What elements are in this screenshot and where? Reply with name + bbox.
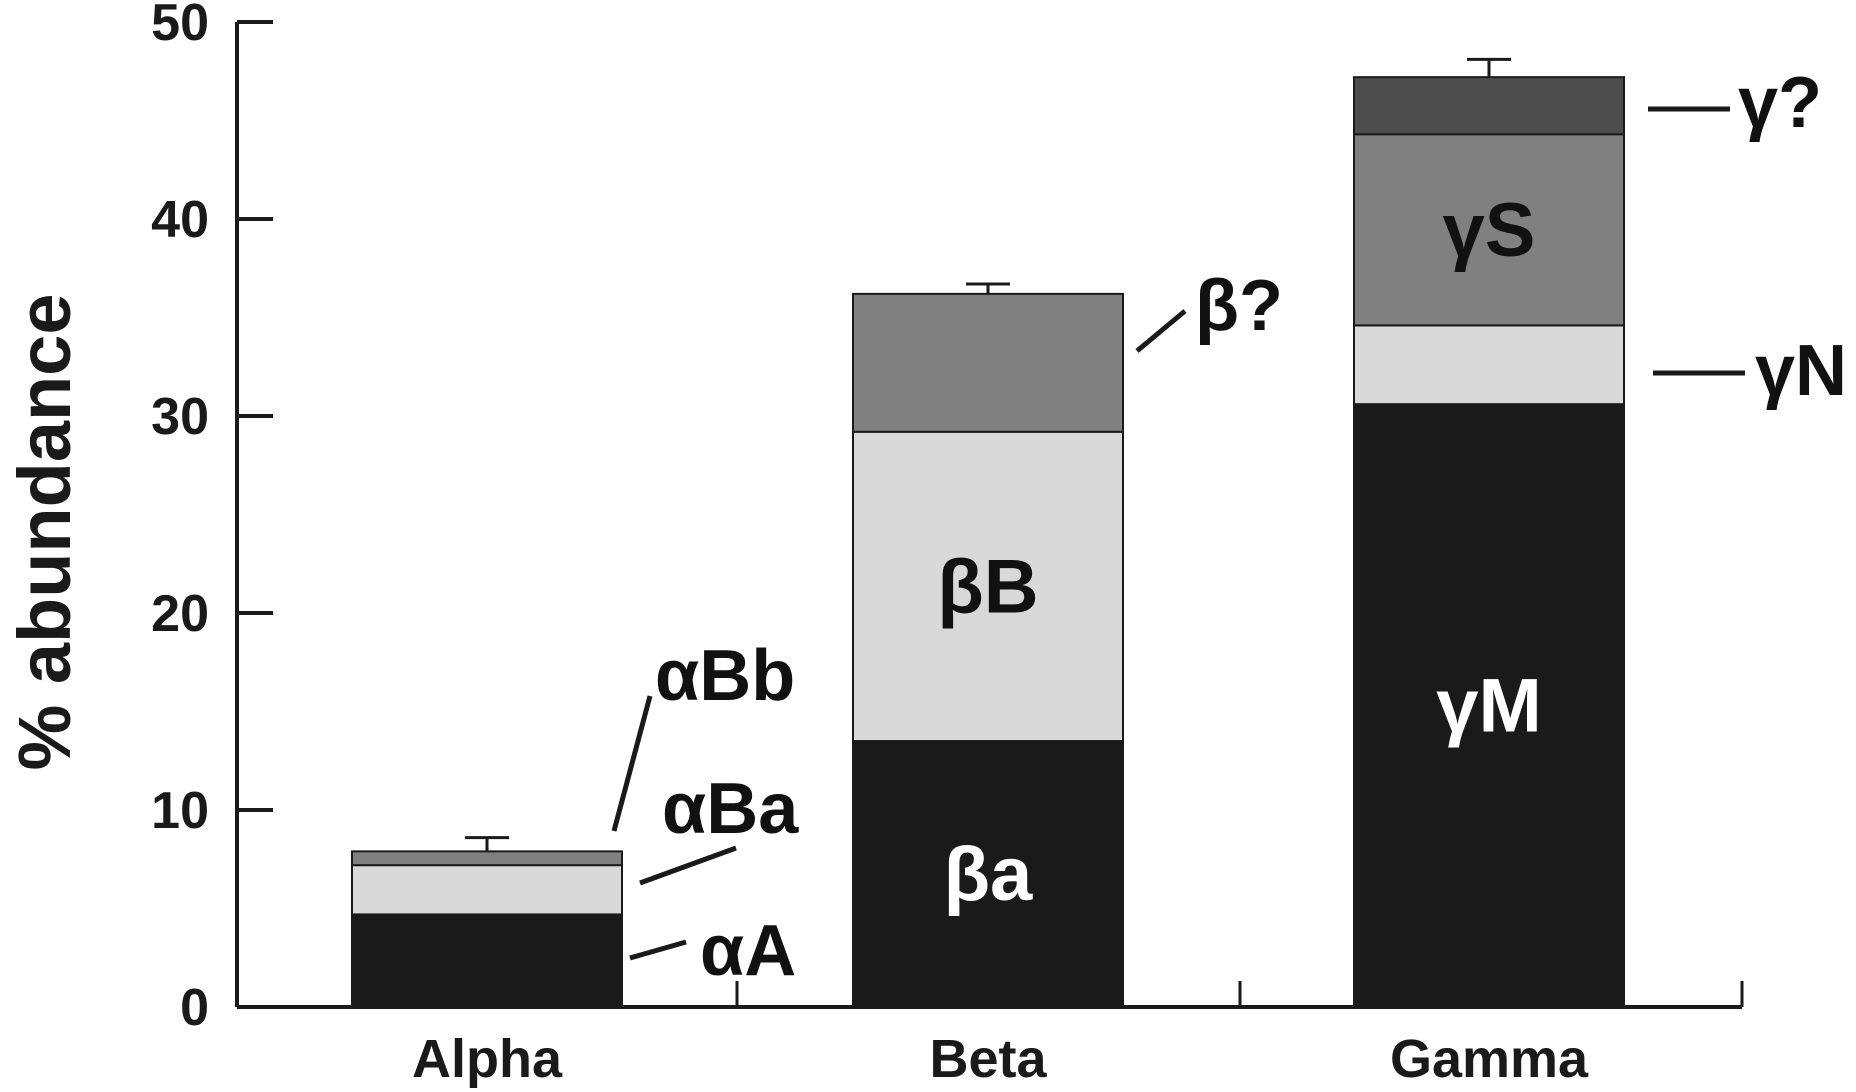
bar-segment-gamma [1353,403,1625,1008]
y-tick-label: 10 [151,782,209,840]
y-tick-label: 0 [180,979,209,1037]
segment-label: γM [1436,664,1542,749]
y-axis-title: % abundance [3,294,86,771]
segment-label: γS [1443,188,1536,273]
segment-leader-line [639,845,737,886]
segment-leader-line [611,695,653,832]
segment-leader-line [1135,309,1187,353]
y-axis: 0 10 20 30 40 50 [151,0,273,1037]
bar-segment-gamma [1353,76,1625,136]
x-category-label: Alpha [412,1029,563,1089]
segment-label: βB [937,544,1038,629]
x-category-label: Beta [929,1029,1047,1089]
x-axis: Alpha Beta Gamma [237,981,1744,1089]
bar-segment-beta [852,740,1124,1008]
bar-segment-alpha [351,864,623,916]
bar-segment-beta [852,292,1124,433]
x-category-label: Gamma [1390,1029,1589,1089]
segment-label: β? [1195,266,1283,346]
y-tick-label: 20 [151,585,209,643]
segment-leader-line [629,939,687,961]
y-tick-label: 50 [151,0,209,52]
segment-label: αA [700,911,796,991]
segment-label: αBa [662,769,799,849]
segment-label: γ? [1738,63,1822,143]
bars [351,57,1625,1008]
y-tick-label: 40 [151,191,209,249]
bar-segment-beta [852,430,1124,743]
segment-label: γN [1755,331,1847,411]
bar-segment-gamma [1353,324,1625,406]
bar-segment-alpha [351,850,623,867]
segment-label: αBb [655,636,795,716]
bar-segment-gamma [1353,133,1625,327]
bar-segment-alpha [351,913,623,1008]
segment-labels: αA αBa αBb βa βB β? γM γN γS γ? [611,63,1847,991]
y-tick-label: 30 [151,388,209,446]
segment-label: βa [944,832,1033,917]
